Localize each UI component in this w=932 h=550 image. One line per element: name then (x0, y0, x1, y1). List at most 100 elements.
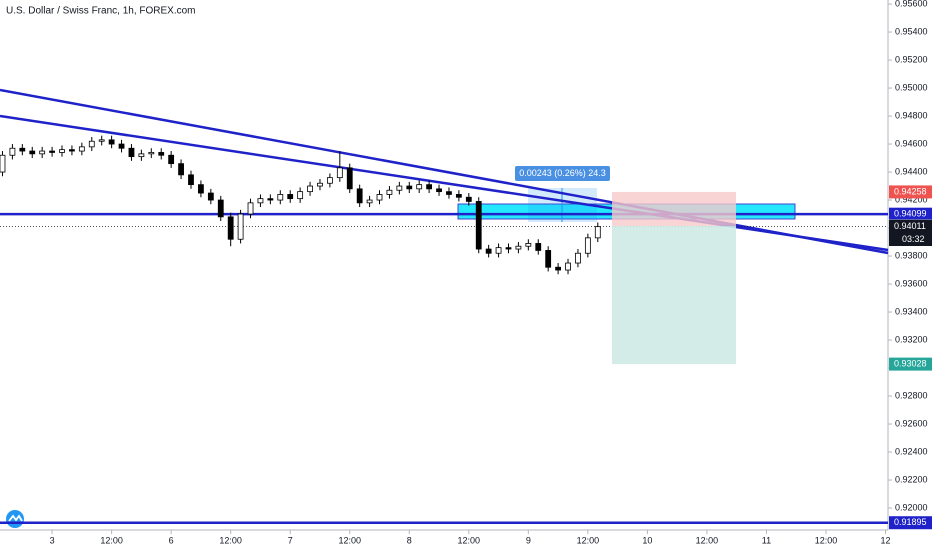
y-tick-label: 0.94200 (895, 194, 928, 204)
price-label-text: 0.91895 (894, 517, 927, 527)
candle-body (336, 167, 343, 179)
price-label-box (889, 357, 932, 371)
candle-body (227, 216, 234, 240)
y-tick-label: 0.94800 (895, 110, 928, 120)
candle-body (0, 154, 6, 173)
x-tick-label: 12:00 (338, 535, 361, 545)
x-tick-label: 12:00 (100, 535, 123, 545)
candle-body (525, 243, 532, 247)
candle-body (535, 243, 542, 251)
y-tick-label: 0.95600 (895, 0, 928, 8)
candle-body (198, 184, 204, 194)
trend-line (0, 88, 889, 255)
candle-body (307, 185, 313, 193)
candle-body (455, 194, 462, 198)
y-tick-label: 0.95400 (895, 26, 928, 36)
price-label-text: 0.94011 (894, 221, 926, 231)
x-tick-label: 8 (407, 535, 412, 545)
candle-body (565, 262, 571, 271)
candle-body (168, 154, 175, 165)
candle-body (416, 184, 423, 190)
candle-body (505, 247, 512, 250)
candle-body (346, 167, 353, 190)
candle-body (277, 194, 284, 201)
y-tick-label: 0.92400 (895, 446, 928, 456)
candle-body (406, 185, 413, 190)
candle-body (515, 245, 522, 250)
candle-body (207, 192, 214, 201)
candle-body (555, 266, 562, 271)
x-tick-label: 12:00 (577, 535, 600, 545)
x-tick-label: 12:00 (815, 535, 838, 545)
x-tick-label: 10 (642, 535, 652, 545)
candle-body (217, 199, 224, 218)
candle-body (69, 149, 75, 152)
y-tick-label: 0.92200 (895, 474, 928, 484)
candle-body (148, 152, 155, 155)
price-label-box (889, 220, 932, 234)
x-tick-label: 12:00 (219, 535, 242, 545)
candle-body (29, 150, 36, 155)
candle-body (59, 149, 65, 153)
candle-body (98, 139, 105, 142)
measure-label: 0.00243 (0.26%) 24.3 (519, 168, 606, 178)
x-tick-label: 3 (50, 535, 55, 545)
candle-body (326, 177, 333, 184)
y-tick-label: 0.95000 (895, 82, 928, 92)
y-tick-label: 0.93600 (895, 278, 928, 288)
candle-body (396, 185, 403, 191)
x-tick-label: 6 (169, 535, 174, 545)
candle-body (287, 194, 294, 200)
chart-title: U.S. Dollar / Swiss Franc, 1h, FOREX.com (6, 6, 196, 17)
candle-body (9, 147, 16, 156)
price-label-text: 0.93028 (894, 358, 927, 368)
candle-body (158, 152, 165, 156)
y-tick-label: 0.93400 (895, 306, 928, 316)
price-label-box (889, 185, 932, 199)
candle-body (575, 252, 581, 264)
candle-body (188, 174, 194, 186)
candle-body (118, 143, 125, 149)
candle-body (19, 147, 26, 152)
candle-body (237, 213, 244, 240)
price-label: 0.93028 (889, 357, 932, 371)
candle-body (376, 194, 383, 201)
candle-body (426, 184, 433, 190)
x-tick-label: 12:00 (696, 535, 719, 545)
candle-body (356, 188, 363, 204)
candle-body (495, 247, 502, 254)
target-zone (612, 225, 736, 365)
y-tick-label: 0.94600 (895, 138, 928, 148)
candle-body (446, 191, 452, 195)
candle-body (88, 140, 95, 148)
x-tick-label: 11 (762, 535, 771, 545)
x-tick-label: 7 (288, 535, 293, 545)
candle-body (584, 237, 591, 254)
logo (6, 510, 24, 528)
y-tick-label: 0.92000 (895, 502, 928, 512)
candle-body (178, 163, 184, 176)
y-tick-label: 0.93200 (895, 334, 928, 344)
candle-body (247, 202, 254, 215)
trend-line (0, 114, 889, 252)
y-tick-label: 0.95200 (895, 54, 928, 64)
countdown-box (889, 233, 932, 247)
y-tick-label: 0.94400 (895, 166, 928, 176)
candle-body (267, 198, 274, 201)
price-label-text: 0.94099 (894, 209, 927, 219)
candle-body (49, 150, 55, 153)
x-tick-label: 12:00 (458, 535, 481, 545)
candle-body (465, 196, 472, 202)
candle-body (366, 199, 373, 204)
stop-zone (612, 191, 736, 226)
candle-body (594, 226, 601, 239)
y-tick-label: 0.93800 (895, 250, 928, 260)
price-label-text: 0.94258 (894, 186, 927, 196)
candle-body (128, 147, 135, 158)
candle-body (386, 189, 393, 195)
price-label: 0.94011 (889, 220, 932, 234)
candle-body (39, 150, 46, 155)
